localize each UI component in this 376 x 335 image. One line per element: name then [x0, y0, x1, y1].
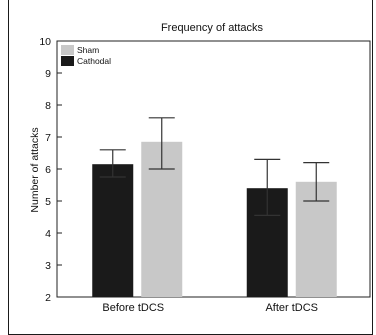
y-tick-label: 6 [45, 164, 51, 176]
y-axis-ticks: 2 3 4 5 6 7 8 9 10 [39, 36, 62, 304]
y-tick-label: 8 [45, 100, 51, 112]
figure-frame-left [8, 0, 9, 335]
y-tick-label: 9 [45, 68, 51, 80]
legend-label-cathodal: Cathodal [77, 56, 111, 66]
error-bars [99, 117, 330, 216]
x-tick-label: After tDCS [265, 302, 318, 314]
y-tick-label: 7 [45, 132, 51, 144]
figure-frame-right [372, 0, 373, 335]
y-axis-label: Number of attacks [29, 127, 41, 212]
y-tick-label: 10 [39, 36, 51, 48]
y-tick-label: 2 [45, 292, 51, 304]
x-axis-labels: Before tDCS After tDCS [102, 302, 318, 314]
y-tick-label: 5 [45, 196, 51, 208]
legend-label-sham: Sham [77, 45, 99, 55]
x-tick-label: Before tDCS [102, 302, 164, 314]
y-tick-label: 4 [45, 228, 51, 240]
legend-swatch-sham [61, 45, 74, 55]
bar-series [92, 141, 337, 297]
bar-cathodal-1 [92, 164, 134, 297]
y-tick-label: 3 [45, 260, 51, 272]
chart-title: Frequency of attacks [161, 22, 264, 34]
legend-swatch-cathodal [61, 56, 74, 66]
